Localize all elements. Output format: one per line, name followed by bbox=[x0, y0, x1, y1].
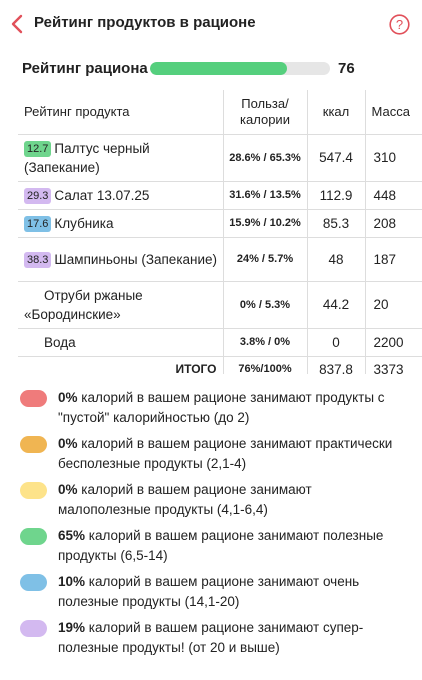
header-mass: Масса bbox=[364, 90, 422, 135]
mass-cell: 187 bbox=[364, 237, 422, 282]
legend-percent: 10% bbox=[58, 574, 86, 589]
rating-badge: 29.3 bbox=[24, 187, 52, 204]
legend-item: 19% калорий в вашем рационе занимают суп… bbox=[18, 618, 408, 658]
product-name: Палтус черный (Запекание) bbox=[24, 140, 150, 175]
kcal-cell: 48 bbox=[306, 237, 365, 282]
product-name-cell: 12.7 Палтус черный (Запекание) bbox=[18, 134, 223, 182]
chevron-left-icon bbox=[11, 14, 23, 34]
legend-item: 65% калорий в вашем рационе занимают пол… bbox=[18, 526, 408, 566]
app-header: Рейтинг продуктов в рационе ? bbox=[0, 0, 422, 48]
kcal-cell: 547.4 bbox=[306, 134, 365, 182]
header-product: Рейтинг продукта bbox=[18, 90, 223, 135]
product-name: Шампиньоны (Запекание) bbox=[54, 251, 218, 267]
legend-item: 0% калорий в вашем рационе занимают прак… bbox=[18, 434, 408, 474]
products-table: Рейтинг продукта Польза/ калории ккал Ма… bbox=[18, 90, 422, 374]
product-name-cell: Отруби ржаные «Бородинские» bbox=[18, 281, 223, 329]
legend-text: калорий в вашем рационе занимают малопол… bbox=[58, 482, 312, 517]
legend-color-swatch bbox=[20, 528, 47, 545]
rating-badge: 17.6 bbox=[24, 215, 52, 232]
table-row[interactable]: 12.7 Палтус черный (Запекание) 28.6% / 65.… bbox=[18, 134, 422, 182]
legend-text: калорий в вашем рационе занимают практич… bbox=[58, 436, 393, 471]
product-name-cell: 17.6 Клубника bbox=[18, 209, 223, 238]
legend-percent: 0% bbox=[58, 390, 78, 405]
mass-cell: 310 bbox=[364, 134, 422, 182]
legend-text: калорий в вашем рационе занимают продукт… bbox=[58, 390, 385, 425]
rating-badge: 38.3 bbox=[24, 251, 52, 268]
product-name-cell: Вода bbox=[18, 328, 223, 357]
mass-cell: 448 bbox=[364, 181, 422, 210]
table-header-row: Рейтинг продукта Польза/ калории ккал Ма… bbox=[18, 90, 422, 135]
product-name-cell: 38.3 Шампиньоны (Запекание) bbox=[18, 237, 223, 282]
total-kcal: 837.8 bbox=[306, 356, 365, 374]
page-title: Рейтинг продуктов в рационе bbox=[34, 14, 256, 31]
table-row[interactable]: 29.3 Салат 13.07.25 31.6% / 13.5% 112.9 448 bbox=[18, 181, 422, 210]
kcal-cell: 112.9 bbox=[306, 181, 365, 210]
kcal-cell: 44.2 bbox=[306, 281, 365, 329]
benefit-cell: 24% / 5.7% bbox=[222, 237, 307, 282]
legend-percent: 19% bbox=[58, 620, 86, 635]
legend-color-swatch bbox=[20, 390, 47, 407]
table-row[interactable]: 17.6 Клубника 15.9% / 10.2% 85.3 208 bbox=[18, 209, 422, 238]
header-kcal: ккал bbox=[306, 90, 365, 135]
products-table-scroll[interactable]: Рейтинг продукта Польза/ калории ккал Ма… bbox=[18, 90, 422, 374]
legend-text: калорий в вашем рационе занимают очень п… bbox=[58, 574, 360, 609]
table-total-row: ИТОГО 76%/100% 837.8 3373 bbox=[18, 356, 422, 374]
question-circle-icon: ? bbox=[389, 14, 410, 35]
mass-cell: 2200 bbox=[364, 328, 422, 357]
total-benefit: 76%/100% bbox=[222, 356, 307, 374]
kcal-cell: 85.3 bbox=[306, 209, 365, 238]
legend-color-swatch bbox=[20, 482, 47, 499]
legend-percent: 65% bbox=[58, 528, 86, 543]
mass-cell: 20 bbox=[364, 281, 422, 329]
legend-percent: 0% bbox=[58, 482, 78, 497]
svg-text:?: ? bbox=[396, 17, 403, 32]
benefit-cell: 15.9% / 10.2% bbox=[222, 209, 307, 238]
product-name: Вода bbox=[44, 334, 76, 350]
table-row[interactable]: Вода 3.8% / 0% 0 2200 bbox=[18, 328, 422, 357]
product-name: Салат 13.07.25 bbox=[54, 187, 150, 203]
product-name-cell: 29.3 Салат 13.07.25 bbox=[18, 181, 223, 210]
help-button[interactable]: ? bbox=[389, 14, 410, 35]
diet-rating: Рейтинг рациона 76 bbox=[22, 58, 402, 80]
legend-color-swatch bbox=[20, 620, 47, 637]
diet-rating-label: Рейтинг рациона bbox=[22, 60, 148, 77]
benefit-cell: 28.6% / 65.3% bbox=[222, 134, 307, 182]
product-name: Отруби ржаные «Бородинские» bbox=[24, 287, 143, 322]
table-row[interactable]: Отруби ржаные «Бородинские» 0% / 5.3% 44.2… bbox=[18, 281, 422, 329]
mass-cell: 208 bbox=[364, 209, 422, 238]
legend-text: калорий в вашем рационе занимают полезны… bbox=[58, 528, 384, 563]
legend-color-swatch bbox=[20, 574, 47, 591]
legend-color-swatch bbox=[20, 436, 47, 453]
total-label: ИТОГО bbox=[175, 362, 217, 374]
calorie-legend: 0% калорий в вашем рационе занимают прод… bbox=[18, 388, 408, 664]
total-mass: 3373 bbox=[364, 356, 422, 374]
legend-percent: 0% bbox=[58, 436, 78, 451]
legend-item: 10% калорий в вашем рационе занимают оче… bbox=[18, 572, 408, 612]
table-row[interactable]: 38.3 Шампиньоны (Запекание) 24% / 5.7% 48 18… bbox=[18, 237, 422, 282]
header-benefit-label: Польза/ калории bbox=[240, 95, 290, 127]
legend-text: калорий в вашем рационе занимают супер-п… bbox=[58, 620, 364, 655]
header-benefit: Польза/ калории bbox=[222, 90, 307, 135]
diet-rating-value: 76 bbox=[338, 60, 355, 77]
diet-rating-bar bbox=[150, 62, 330, 75]
legend-item: 0% калорий в вашем рационе занимают прод… bbox=[18, 388, 408, 428]
benefit-cell: 31.6% / 13.5% bbox=[222, 181, 307, 210]
benefit-cell: 0% / 5.3% bbox=[222, 281, 307, 329]
rating-badge: 12.7 bbox=[24, 140, 52, 157]
product-name: Клубника bbox=[54, 215, 114, 231]
diet-rating-bar-fill bbox=[150, 62, 287, 75]
legend-item: 0% калорий в вашем рационе занимают мало… bbox=[18, 480, 408, 520]
back-button[interactable] bbox=[6, 12, 28, 36]
kcal-cell: 0 bbox=[306, 328, 365, 357]
benefit-cell: 3.8% / 0% bbox=[222, 328, 307, 357]
